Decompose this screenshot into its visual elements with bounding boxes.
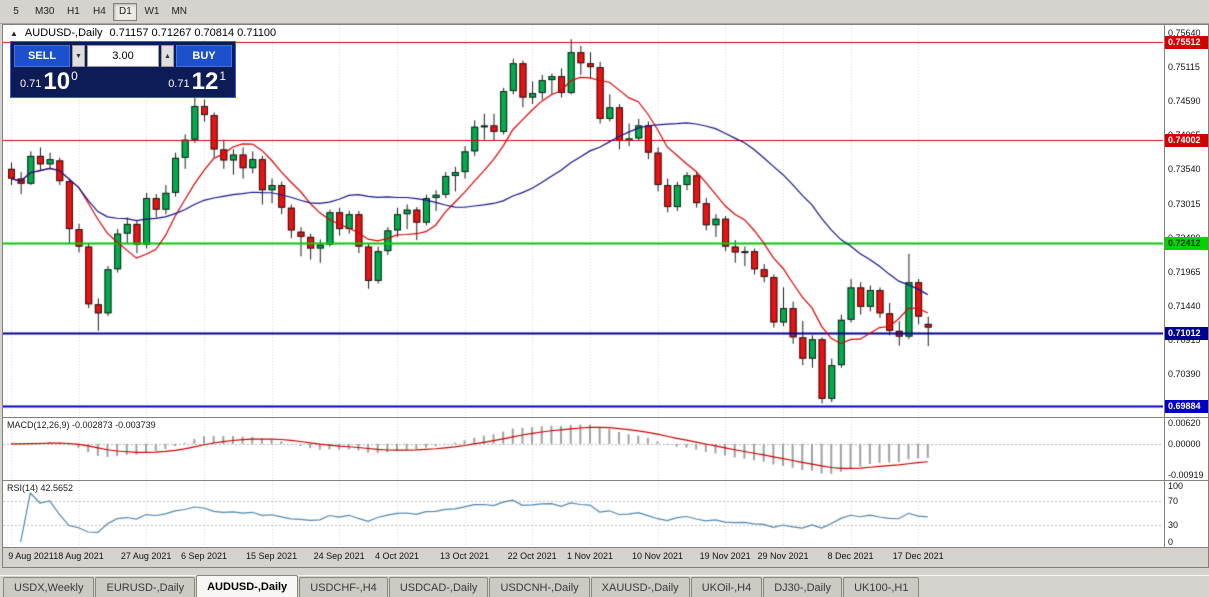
date-label: 4 Oct 2021 [374, 551, 420, 561]
sell-price-big: 10 [43, 68, 71, 95]
rsi-canvas[interactable] [3, 481, 1163, 547]
chart-symbol-label: AUDUSD-,Daily [24, 27, 103, 39]
price-badge: 0.75512 [1165, 35, 1208, 49]
timeframe-toolbar: 5 M30 H1 H4 D1 W1 MN [0, 0, 1209, 24]
buy-price-big: 12 [191, 68, 219, 95]
chart-tab[interactable]: DJ30-,Daily [763, 577, 843, 597]
rsi-label: RSI(14) 42.5652 [7, 483, 74, 493]
period-button-d1[interactable]: D1 [113, 2, 138, 21]
period-button-h4[interactable]: H4 [93, 6, 106, 17]
macd-tick-label: -0.00919 [1168, 470, 1204, 480]
buy-price-pip: 1 [219, 69, 226, 83]
rsi-level-label: 30 [1168, 519, 1179, 530]
main-chart-pane: 0.756400.751150.745900.740650.735400.730… [3, 25, 1208, 417]
date-label: 1 Nov 2021 [566, 551, 614, 561]
date-label: 10 Nov 2021 [632, 551, 684, 561]
chart-tab[interactable]: UK100-,H1 [843, 577, 920, 597]
date-label: 29 Nov 2021 [757, 551, 809, 561]
volume-decrease-button[interactable]: ▼ [72, 45, 85, 67]
price-badge: 0.69884 [1165, 400, 1208, 414]
period-button-m30[interactable]: M30 [35, 6, 55, 17]
rsi-level-label: 100 [1168, 481, 1184, 491]
date-label: 18 Aug 2021 [53, 551, 104, 561]
rsi-axis: 100 70 30 0 [1164, 481, 1208, 547]
price-tick-label: 0.70390 [1168, 368, 1201, 379]
chart-tab[interactable]: UKOil-,H4 [690, 577, 763, 597]
macd-tick-label: 0.00620 [1168, 418, 1201, 428]
chart-tabs: USDX,Weekly EURUSD-,Daily AUDUSD-,Daily USD… [0, 575, 1209, 597]
time-axis: 9 Aug 2021 18 Aug 2021 27 Aug 2021 6 Sep 20… [3, 547, 1208, 567]
period-button-5[interactable]: 5 [13, 6, 19, 17]
chart-tab[interactable]: USDCAD-,Daily [388, 577, 489, 597]
price-tick-label: 0.75640 [1168, 28, 1201, 39]
macd-canvas[interactable] [3, 418, 1163, 480]
date-label: 24 Sep 2021 [313, 551, 365, 561]
price-tick-label: 0.71965 [1168, 266, 1201, 277]
macd-tick-label: 0.00000 [1168, 438, 1201, 449]
price-badge: 0.71012 [1165, 327, 1208, 341]
date-label: 9 Aug 2021 [8, 551, 54, 561]
date-label: 6 Sep 2021 [180, 551, 228, 561]
period-button-mn[interactable]: MN [171, 6, 188, 17]
date-label: 13 Oct 2021 [440, 551, 490, 561]
sell-price[interactable]: 0.71 10 0 [20, 69, 78, 94]
chart-ohlc-values: 0.71157 0.71267 0.70814 0.71100 [109, 27, 277, 39]
period-button-h1[interactable]: H1 [67, 6, 80, 17]
sell-price-prefix: 0.71 [20, 78, 42, 90]
price-badge: 0.74002 [1165, 133, 1208, 147]
date-label: 15 Sep 2021 [246, 551, 298, 561]
chart-title: ▲ AUDUSD-,Daily 0.71157 0.71267 0.70814 … [10, 27, 276, 39]
chart-tab[interactable]: USDX,Weekly [3, 577, 95, 597]
sell-button[interactable]: SELL [14, 45, 70, 67]
volume-input[interactable] [87, 45, 159, 67]
price-axis: 0.756400.751150.745900.740650.735400.730… [1164, 25, 1208, 417]
chart-tab[interactable]: USDCHF-,H4 [299, 577, 388, 597]
date-label: 19 Nov 2021 [699, 551, 751, 561]
date-label: 17 Dec 2021 [892, 551, 944, 561]
price-tick-label: 0.73015 [1168, 198, 1201, 209]
rsi-pane: 100 70 30 0 RSI(14) 42.5652 [3, 480, 1208, 547]
macd-pane: 0.00620 0.00000 -0.00919 MACD(12,26,9) -0.… [3, 417, 1208, 480]
sell-price-pip: 0 [71, 69, 78, 83]
date-label: 22 Oct 2021 [507, 551, 557, 561]
price-tick-label: 0.73540 [1168, 164, 1201, 175]
date-label: 8 Dec 2021 [827, 551, 874, 561]
price-tick-label: 0.75115 [1168, 62, 1200, 73]
chart-tab[interactable]: XAUUSD-,Daily [590, 577, 690, 597]
rsi-level-label: 0 [1168, 537, 1174, 547]
price-badge: 0.72412 [1165, 236, 1208, 250]
price-tick-label: 0.71440 [1168, 300, 1201, 311]
date-label: 27 Aug 2021 [120, 551, 172, 561]
buy-price-prefix: 0.71 [168, 78, 190, 90]
chart-tab[interactable]: EURUSD-,Daily [95, 577, 196, 597]
chart-tab[interactable]: USDCNH-,Daily [489, 577, 590, 597]
rsi-level-label: 70 [1168, 496, 1179, 507]
volume-increase-button[interactable]: ▲ [161, 45, 174, 67]
macd-axis: 0.00620 0.00000 -0.00919 [1164, 418, 1208, 480]
buy-button[interactable]: BUY [176, 45, 232, 67]
chart-area: 0.756400.751150.745900.740650.735400.730… [2, 24, 1209, 568]
price-tick-label: 0.74590 [1168, 96, 1201, 107]
chart-tab[interactable]: AUDUSD-,Daily [196, 575, 299, 597]
buy-price[interactable]: 0.71 12 1 [168, 69, 226, 94]
collapse-trade-panel-icon[interactable]: ▲ [10, 28, 18, 38]
macd-label: MACD(12,26,9) -0.002873 -0.003739 [7, 420, 156, 430]
period-button-w1[interactable]: W1 [144, 6, 160, 17]
